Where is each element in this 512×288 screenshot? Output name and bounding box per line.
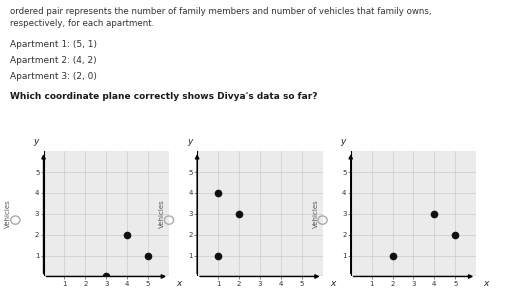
Text: Apartment 1: (5, 1): Apartment 1: (5, 1) [10,40,97,49]
Text: Which coordinate plane correctly shows Divya's data so far?: Which coordinate plane correctly shows D… [10,92,318,101]
Text: Vehicles: Vehicles [159,200,165,228]
Text: Vehicles: Vehicles [313,200,318,228]
Text: ordered pair represents the number of family members and number of vehicles that: ordered pair represents the number of fa… [10,7,432,16]
Text: y: y [340,137,346,146]
Text: Apartment 2: (4, 2): Apartment 2: (4, 2) [10,56,97,65]
Text: respectively, for each apartment.: respectively, for each apartment. [10,19,155,28]
Text: y: y [187,137,193,146]
Text: x: x [177,279,182,288]
Text: x: x [330,279,335,288]
Text: x: x [484,279,489,288]
Text: Apartment 3: (2, 0): Apartment 3: (2, 0) [10,72,97,81]
Text: Vehicles: Vehicles [6,200,11,228]
Text: y: y [33,137,39,146]
